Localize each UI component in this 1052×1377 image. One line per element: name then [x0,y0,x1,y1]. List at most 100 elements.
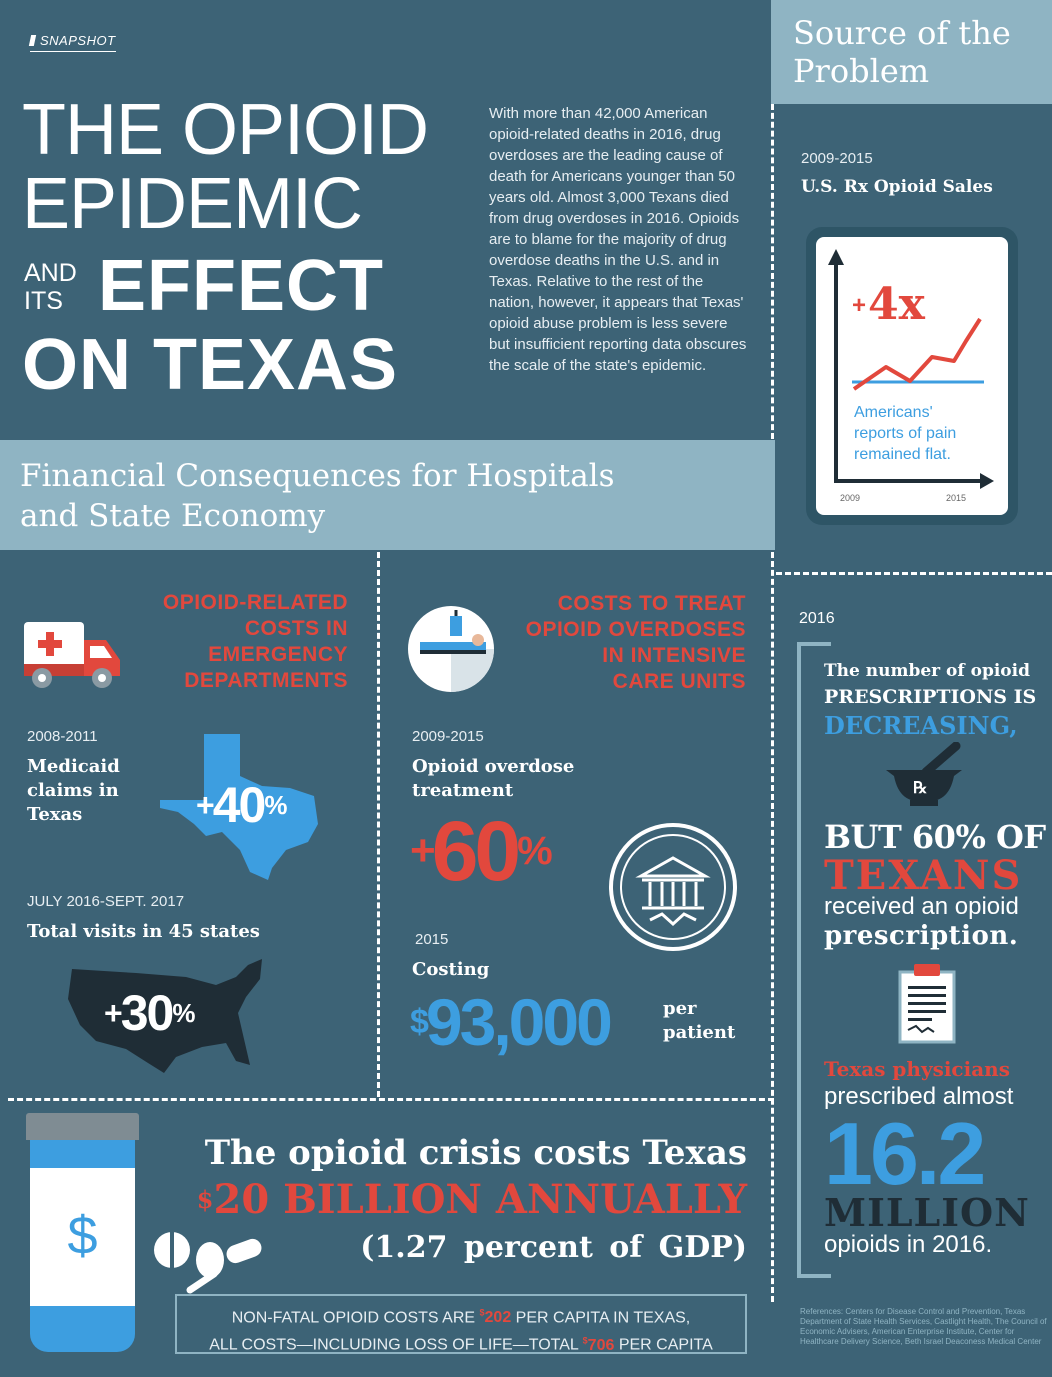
emergency-heading: OPIOID-RELATED COSTS IN EMERGENCY DEPART… [120,590,348,694]
medicaid-label-line-1: Medicaid [27,756,120,777]
source-title-line-1: Source of the [793,14,1011,52]
intro-paragraph: With more than 42,000 American opioid-re… [489,105,747,374]
texas-map-icon [160,734,318,880]
title-line-2: EPIDEMIC [22,164,363,244]
treatment-stat-value: 60 [431,804,521,898]
pill-bottle-cap [26,1113,139,1140]
emergency-heading-line-2: COSTS IN [244,617,348,640]
chart-x-end: 2015 [946,493,966,503]
icu-bed-icon [408,606,494,692]
crisis-line-3: (1.27 percent of GDP) [360,1230,747,1265]
medicaid-years: 2008-2011 [27,728,98,745]
icu-heading-line-1: COSTS TO TREAT [557,592,746,615]
visits-stat-value: 30 [120,985,175,1041]
visits-stat-plus: + [104,995,123,1031]
prescriptions-prescription: prescription. [824,921,1019,951]
treatment-label-line-1: Opioid overdose [412,756,575,777]
crisis-line-2: $20 BILLION ANNUALLY [160,1177,747,1223]
physicians-label: Texas physicians [824,1057,1010,1081]
prescriptions-texans: TEXANS [824,852,1023,899]
pain-note-line-1: Americans' [854,404,933,421]
cost-per-patient: $93,000 [410,985,613,1059]
source-title: Source of the Problem [793,14,1011,90]
medicaid-stat-value: 40 [212,777,267,833]
treatment-label-line-2: treatment [412,780,514,801]
emergency-heading-line-1: OPIOID-RELATED [162,591,348,614]
visits-label: Total visits in 45 states [27,921,260,942]
financial-title-line-1: Financial Consequences for Hospitals [20,458,615,494]
per-capita-value-2: $706 [582,1335,615,1354]
hospital-seal-icon [609,823,737,951]
right-section-divider [776,572,1052,575]
financial-banner [0,440,775,550]
title-its: ITS [24,287,63,315]
prescriptions-decreasing: DECREASING, [824,711,1018,740]
medicaid-label-line-3: Texas [27,804,83,825]
source-title-line-2: Problem [793,52,930,90]
costing-label: Costing [412,959,490,980]
header-divider [771,104,774,439]
medicaid-stat-plus: + [196,787,215,823]
per-capita-number-1: 202 [484,1309,512,1327]
ambulance-icon [24,622,120,688]
financial-title: Financial Consequences for Hospitals and… [20,456,760,536]
sales-chart: + 4x Americans' reports of pain remained… [828,249,994,503]
financial-title-line-2: and State Economy [20,498,326,534]
crisis-line-1: The opioid crisis costs Texas [204,1133,747,1173]
chart-x-start: 2009 [840,493,860,503]
snapshot-bar-icon [28,35,37,46]
source-heading: U.S. Rx Opioid Sales [801,177,993,197]
title-on-texas: ON TEXAS [22,325,399,405]
treatment-stat-plus: + [410,826,436,875]
column-divider-right [771,552,774,1302]
per-label: per [663,998,697,1019]
medicaid-label: Medicaid claims in Texas [27,755,120,827]
pain-note-line-2: reports of pain [854,425,956,442]
emergency-heading-line-4: DEPARTMENTS [184,669,348,692]
opioids-2016: opioids in 2016. [824,1231,993,1258]
prescriptions-million: MILLION [824,1190,1030,1235]
icu-heading-line-2: OPIOID OVERDOSES [525,618,746,641]
per-capita-symbol-1: $ [479,1308,485,1318]
source-years: 2009-2015 [801,150,873,167]
medicaid-label-line-2: claims in [27,780,119,801]
emergency-heading-line-3: EMERGENCY [208,643,348,666]
medicaid-stat-unit: % [264,790,287,820]
prescriptions-but-60: BUT 60% OF [824,818,1046,856]
cost-symbol: $ [410,1003,429,1041]
treatment-stat-unit: % [517,829,553,873]
visits-years: JULY 2016-SEPT. 2017 [27,893,185,910]
prescriptions-line-2: PRESCRIPTIONS IS [824,686,1037,708]
per-capita-text-3: ALL COSTS—INCLUDING LOSS OF LIFE—TOTAL [209,1336,583,1354]
prescribed-almost: prescribed almost [824,1083,1014,1110]
per-capita-text-1: NON-FATAL OPIOID COSTS ARE [231,1309,480,1327]
per-capita-line-2: ALL COSTS—INCLUDING LOSS OF LIFE—TOTAL $… [191,1329,731,1356]
sales-plus: + [852,292,866,319]
prescriptions-line-1: The number of opioid [824,661,1030,681]
icu-heading-line-3: IN INTENSIVE [602,644,746,667]
per-patient-label: per patient [663,997,735,1045]
prescriptions-received: received an opioid [824,893,1019,920]
pain-note-line-3: remained flat. [854,446,951,463]
title-effect: EFFECT [98,246,384,326]
treatment-years: 2009-2015 [412,728,484,745]
title-and-its: AND ITS [24,259,77,315]
snapshot-text: SNAPSHOT [40,33,116,48]
usa-map-icon [68,959,262,1073]
column-divider-left [377,552,380,1097]
pill-bottle-label [30,1168,135,1306]
pills-icon [154,1232,262,1294]
per-capita-symbol-2: $ [582,1335,588,1346]
treatment-label: Opioid overdose treatment [412,755,574,803]
snapshot-label: SNAPSHOT [28,33,116,52]
per-capita-text-4: PER CAPITA [614,1336,713,1354]
chart-y-arrow-icon [828,249,844,265]
per-capita-number-2: 706 [587,1336,615,1354]
treatment-stat: +60% [410,808,553,894]
icu-heading: COSTS TO TREAT OPIOID OVERDOSES IN INTEN… [500,591,746,695]
icu-heading-line-4: CARE UNITS [612,670,746,693]
patient-label: patient [663,1022,736,1043]
cost-value: 93,000 [425,985,613,1059]
mortar-pestle-icon [886,742,962,806]
visits-stat-unit: % [172,998,195,1028]
